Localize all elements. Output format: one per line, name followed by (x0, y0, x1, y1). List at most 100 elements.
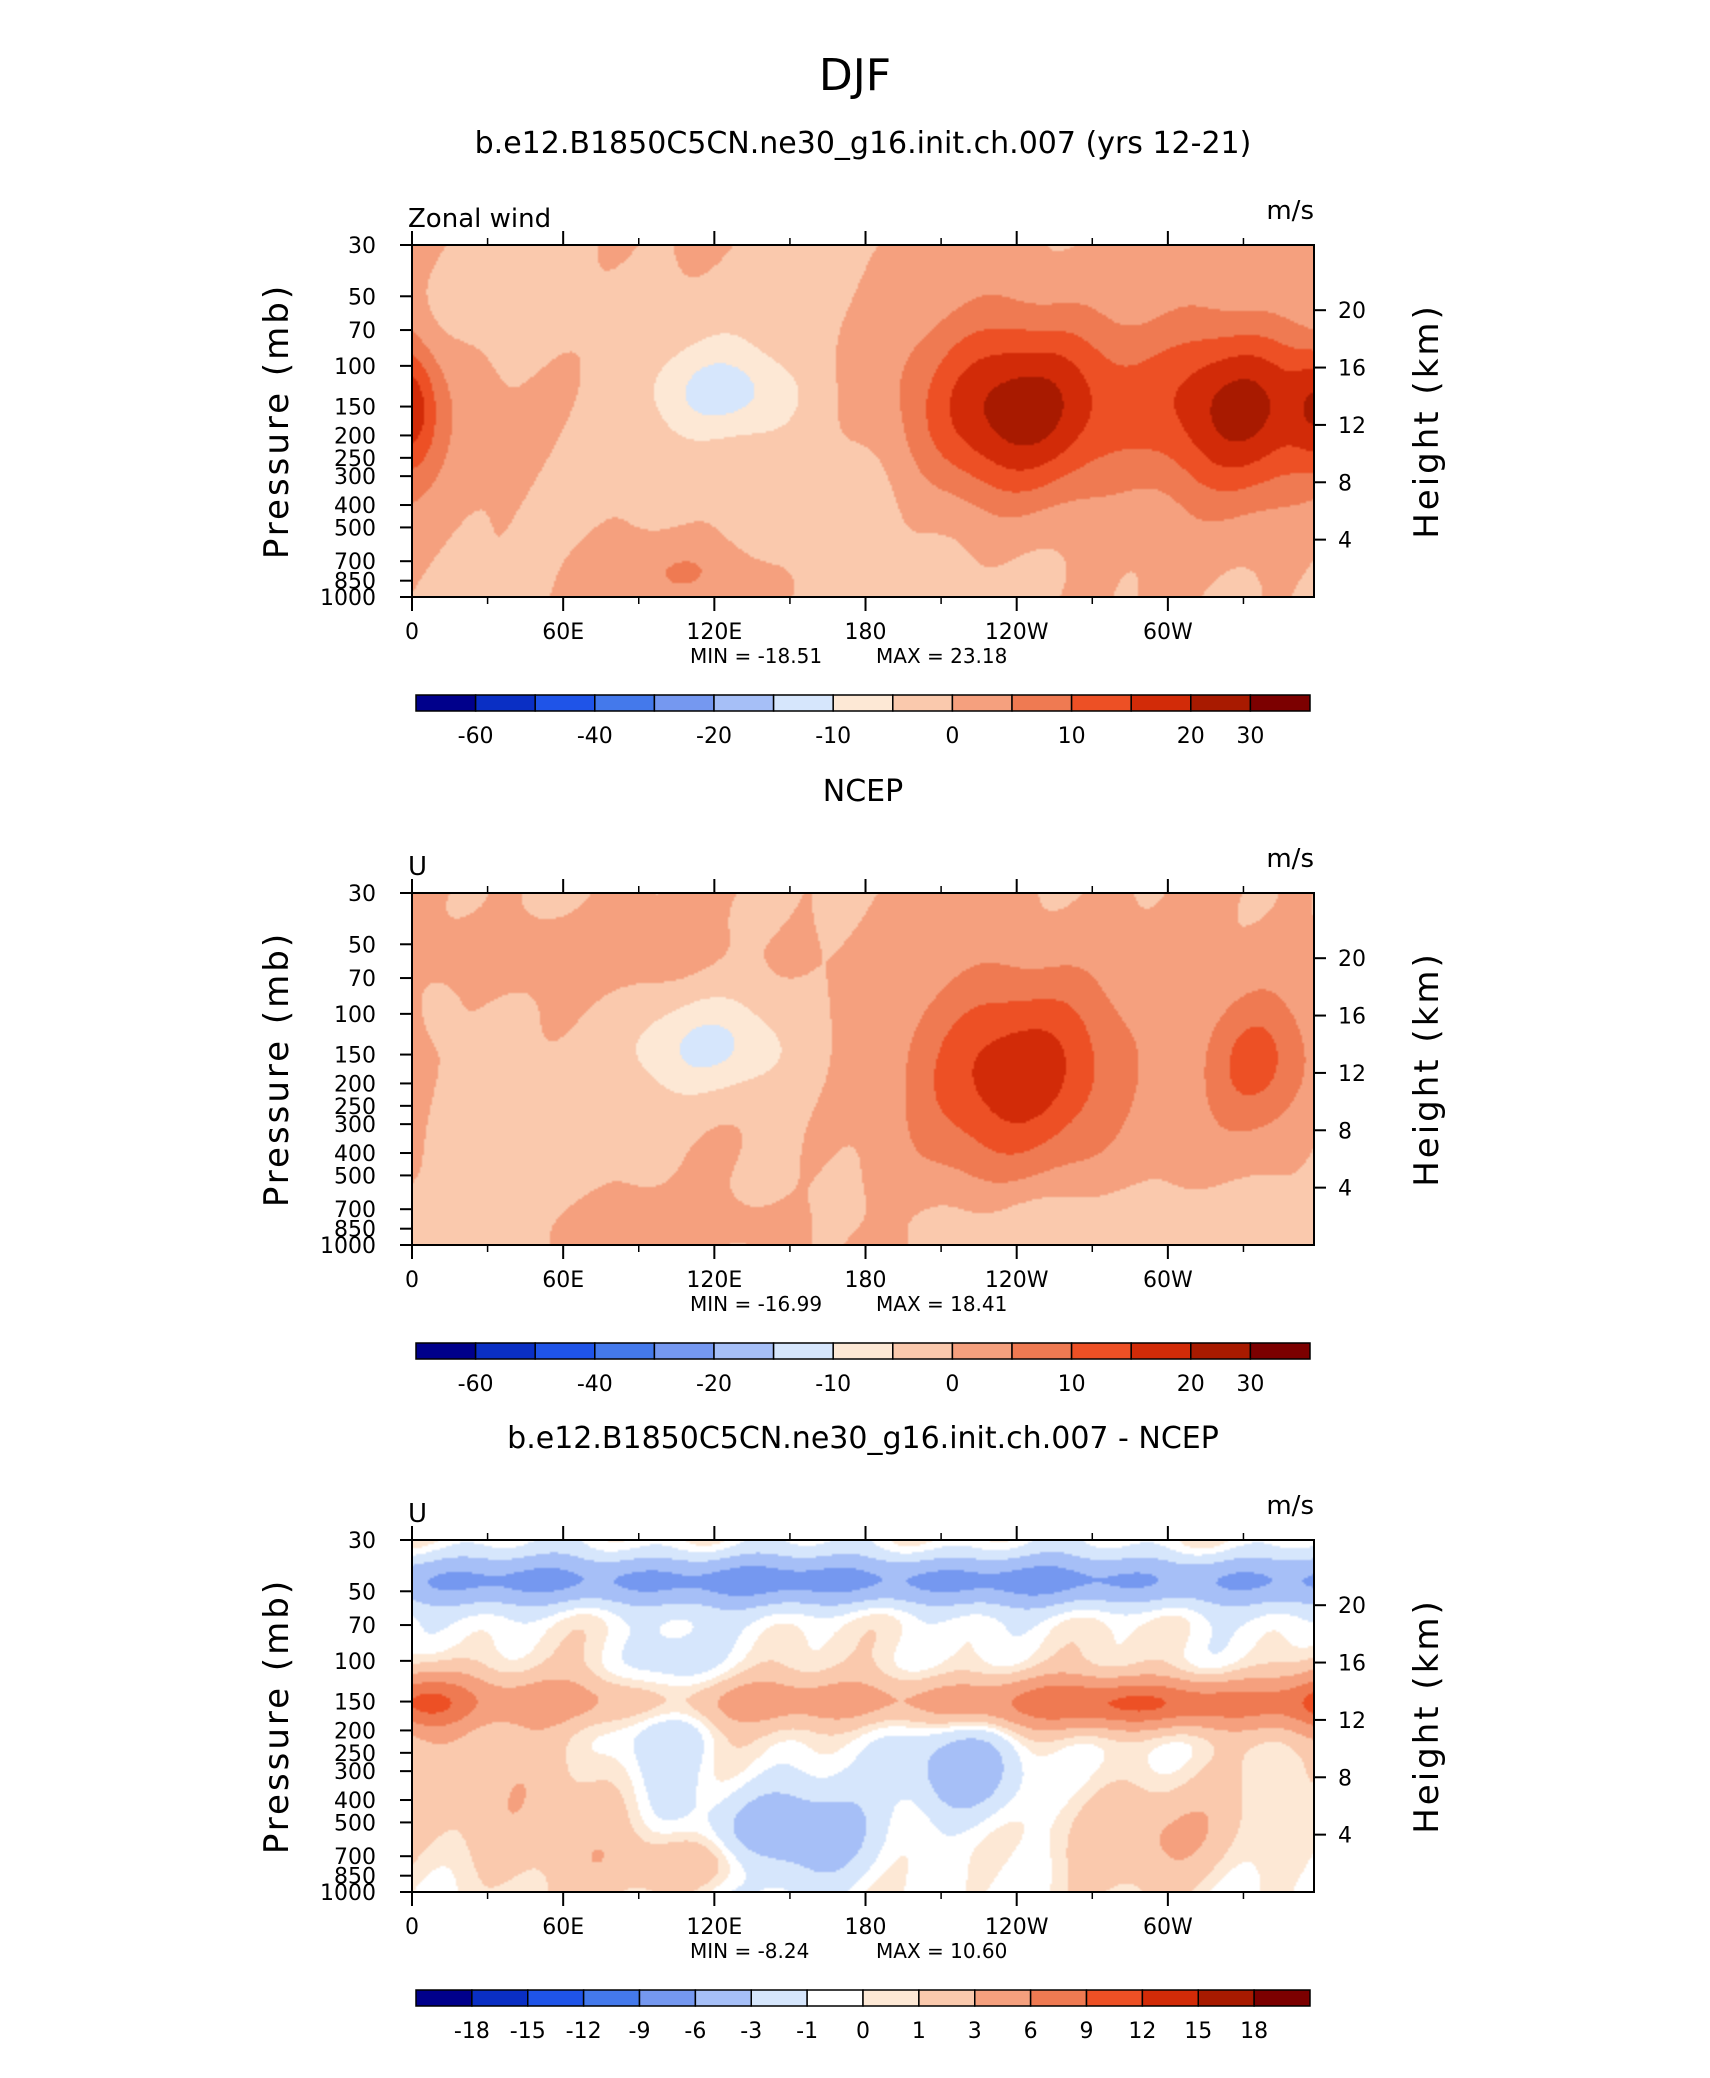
right-tick-label: 8 (1338, 1119, 1352, 1144)
colorbar-box (638, 1989, 697, 2007)
colorbar-label: 9 (1080, 2019, 1094, 2044)
y-tick-label: 150 (334, 1691, 376, 1716)
y-tick-label: 400 (334, 1142, 376, 1167)
plot-frame (411, 1539, 1315, 1893)
colorbar-box (1085, 1989, 1144, 2007)
colorbar-label: -15 (510, 2019, 546, 2044)
x-tick-label: 60W (1143, 620, 1193, 645)
x-tick-label: 0 (405, 620, 419, 645)
y-tick-label: 70 (348, 319, 376, 344)
y-tick-label: 1000 (320, 1881, 376, 1906)
y-tick-label: 70 (348, 1614, 376, 1639)
y-tick-label: 300 (334, 465, 376, 490)
colorbar-box (582, 1989, 641, 2007)
colorbar-label: 0 (856, 2019, 870, 2044)
colorbar-box (806, 1989, 864, 2007)
y-tick-label: 300 (334, 1113, 376, 1138)
right-tick-label: 4 (1338, 529, 1352, 554)
colorbar-box (534, 1342, 596, 1360)
colorbar-box (1070, 1342, 1132, 1360)
x-tick-label: 120E (686, 1915, 742, 1940)
y-tick-label: 400 (334, 1789, 376, 1814)
right-tick-label: 20 (1338, 947, 1366, 972)
colorbar-box (951, 1342, 1013, 1360)
colorbar-label: 30 (1236, 1372, 1264, 1397)
right-tick-label: 20 (1338, 1594, 1366, 1619)
colorbar-label: -6 (684, 2019, 706, 2044)
max-label: MAX = 23.18 (876, 644, 1007, 668)
plot-frame (411, 244, 1315, 598)
y-tick-label: 50 (348, 1580, 376, 1605)
y-tick-label: 700 (334, 1198, 376, 1223)
colorbar-label: -10 (815, 1372, 851, 1397)
colorbar-label: -40 (577, 724, 613, 749)
x-tick-label: 120W (985, 1915, 1049, 1940)
right-tick-label: 4 (1338, 1824, 1352, 1849)
y-tick-label: 850 (334, 570, 376, 595)
x-tick-label: 60E (542, 1268, 584, 1293)
colorbar-box (1190, 694, 1252, 712)
y-tick-label: 200 (334, 1719, 376, 1744)
units-label: m/s (1266, 1491, 1314, 1521)
colorbar-label: -18 (454, 2019, 490, 2044)
right-tick-label: 12 (1338, 1062, 1366, 1087)
y-tick-label: 500 (334, 1164, 376, 1189)
units-label: m/s (1266, 196, 1314, 226)
panel-3: b.e12.B1850C5CN.ne30_g16.init.ch.007 - N… (257, 1421, 1447, 2044)
colorbar-box (471, 1989, 529, 2007)
right-tick-label: 16 (1338, 357, 1366, 382)
colorbar-box (713, 1342, 775, 1360)
panel-title: b.e12.B1850C5CN.ne30_g16.init.ch.007 - N… (507, 1421, 1219, 1456)
colorbar-label: 12 (1128, 2019, 1156, 2044)
right-tick-label: 16 (1338, 1652, 1366, 1677)
y-axis-title: Pressure (mb) (257, 931, 297, 1207)
colorbar-box (918, 1989, 976, 2007)
right-tick-label: 4 (1338, 1177, 1352, 1202)
colorbar-label: -60 (458, 724, 494, 749)
y-tick-label: 30 (348, 882, 376, 907)
panel-title: NCEP (823, 774, 903, 809)
right-tick-label: 20 (1338, 299, 1366, 324)
colorbar-box (750, 1989, 808, 2007)
colorbar-label: 3 (968, 2019, 982, 2044)
colorbar-box (694, 1989, 752, 2007)
y-tick-label: 100 (334, 1650, 376, 1675)
colorbar-label: 10 (1058, 1372, 1086, 1397)
right-tick-label: 16 (1338, 1005, 1366, 1030)
x-tick-label: 120E (686, 620, 742, 645)
colorbar-box (1011, 694, 1073, 712)
y-tick-label: 250 (334, 1742, 376, 1767)
x-tick-label: 0 (405, 1915, 419, 1940)
colorbar-label: -3 (740, 2019, 762, 2044)
colorbar-box (772, 694, 834, 712)
colorbar-label: 20 (1177, 1372, 1205, 1397)
panel-1: b.e12.B1850C5CN.ne30_g16.init.ch.007 (yr… (257, 126, 1447, 749)
left-label: U (408, 1499, 427, 1529)
colorbar-label: -10 (815, 724, 851, 749)
right-axis-title: Height (km) (1407, 951, 1447, 1187)
colorbar-box (951, 694, 1013, 712)
y-axis-title: Pressure (mb) (257, 283, 297, 559)
min-label: MIN = -16.99 (690, 1292, 822, 1316)
colorbar-label: -20 (696, 1372, 732, 1397)
plot-frame (411, 892, 1315, 1246)
colorbar-label: -12 (566, 2019, 602, 2044)
y-tick-label: 250 (334, 447, 376, 472)
y-tick-label: 70 (348, 967, 376, 992)
colorbar-box (1249, 694, 1311, 712)
y-tick-label: 100 (334, 355, 376, 380)
contour-field (412, 893, 1314, 1245)
y-tick-label: 200 (334, 1072, 376, 1097)
colorbar-box (1253, 1989, 1311, 2007)
units-label: m/s (1266, 844, 1314, 874)
colorbar-box (474, 694, 536, 712)
colorbar-label: -9 (629, 2019, 651, 2044)
y-tick-label: 50 (348, 285, 376, 310)
contour-field (412, 245, 1314, 597)
panel-title: b.e12.B1850C5CN.ne30_g16.init.ch.007 (yr… (475, 126, 1252, 161)
colorbar-box (594, 694, 656, 712)
y-tick-label: 100 (334, 1003, 376, 1028)
colorbar-box (713, 694, 775, 712)
